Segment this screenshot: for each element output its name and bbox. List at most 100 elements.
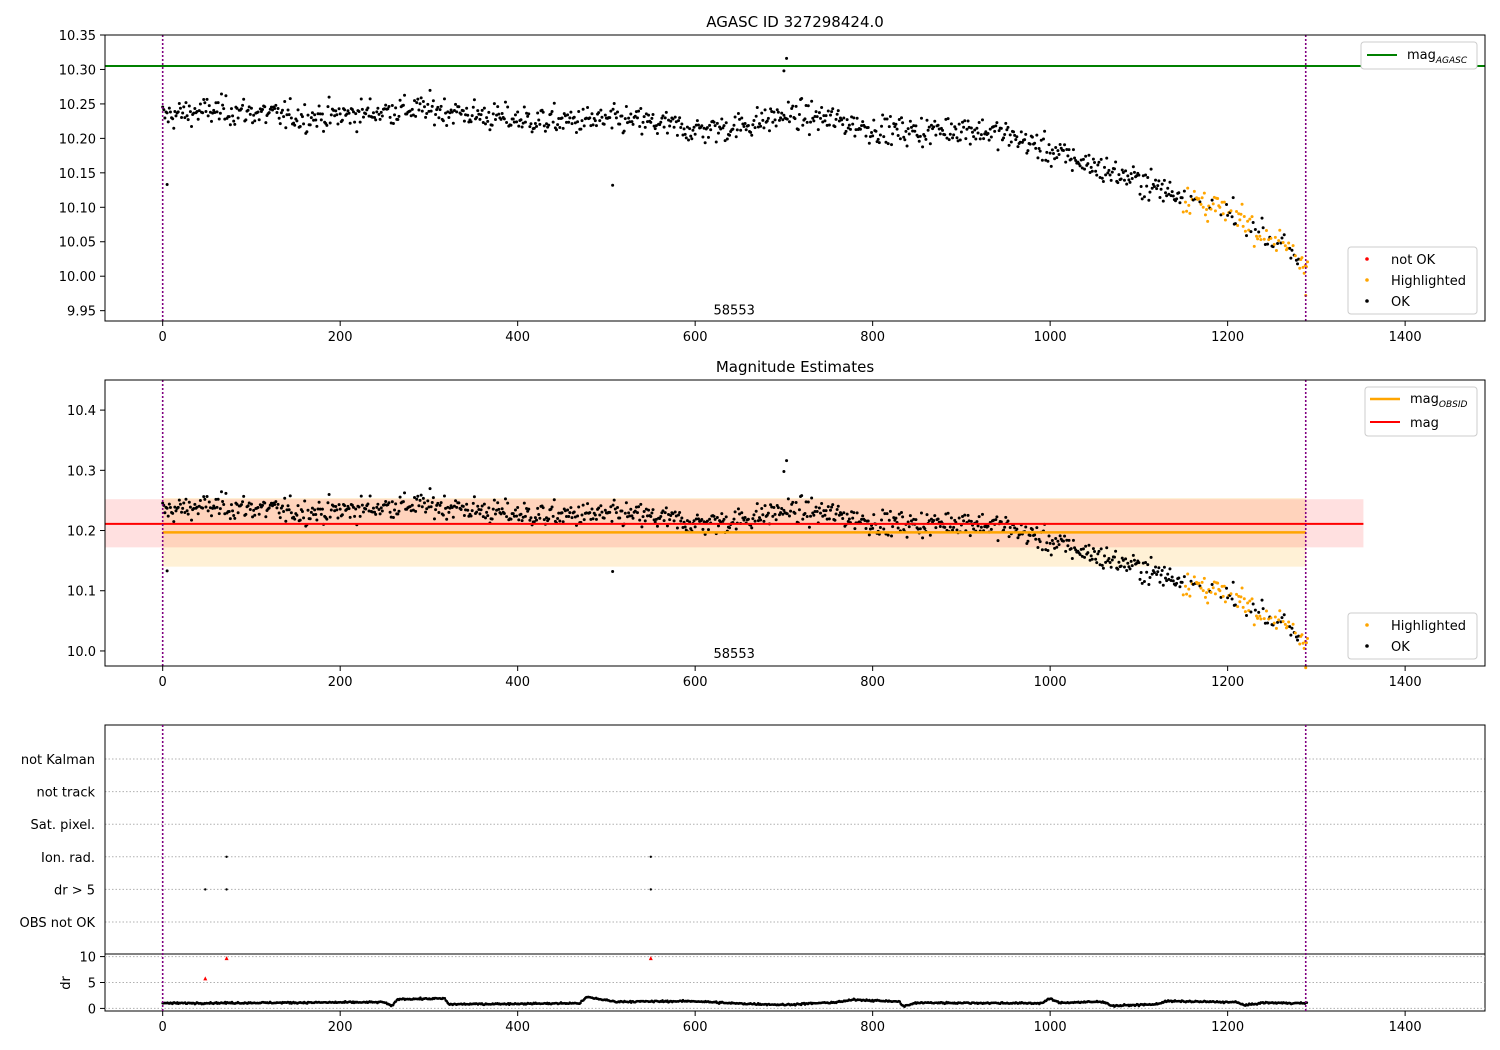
ok-point <box>891 132 895 136</box>
highlighted-point <box>1220 200 1224 204</box>
ok-point <box>376 502 380 506</box>
panel3-xtick-label: 600 <box>683 1020 708 1035</box>
ok-point <box>752 513 756 517</box>
ok-point <box>378 512 382 516</box>
ok-point <box>471 105 475 109</box>
ok-point <box>1253 608 1257 612</box>
ok-point <box>782 113 786 117</box>
ok-point <box>1048 541 1052 545</box>
ok-point <box>224 94 228 98</box>
ok-point <box>1149 167 1153 171</box>
ok-point <box>871 134 875 138</box>
ok-point <box>1037 537 1041 541</box>
ok-point <box>841 516 845 520</box>
ok-point <box>253 119 257 123</box>
ok-point <box>203 101 207 105</box>
ok-point <box>1103 554 1107 558</box>
ok-point <box>375 505 379 509</box>
ok-point <box>445 517 449 521</box>
panel3-xtick-label: 400 <box>505 1020 530 1035</box>
ok-point <box>827 123 831 127</box>
ok-point <box>987 138 991 142</box>
ok-point <box>203 497 207 501</box>
ok-point <box>827 517 831 521</box>
ok-point <box>618 122 622 126</box>
ok-point <box>896 526 900 530</box>
ok-point <box>242 494 246 498</box>
highlighted-point <box>1278 609 1282 613</box>
ok-point <box>337 503 341 507</box>
ok-point <box>906 520 910 524</box>
ok-point <box>1260 216 1264 220</box>
ok-point <box>502 117 506 121</box>
ok-point <box>989 135 993 139</box>
ok-point <box>622 129 626 133</box>
ok-point <box>790 107 794 111</box>
ok-point <box>691 128 695 132</box>
ok-point <box>411 113 415 117</box>
ok-point <box>893 125 897 129</box>
ok-point <box>835 112 839 116</box>
ok-point <box>888 114 892 118</box>
ok-point <box>1290 248 1294 252</box>
ok-point <box>1166 186 1170 190</box>
ok-point <box>168 505 172 509</box>
ok-point <box>1025 151 1029 155</box>
ok-point <box>246 108 250 112</box>
ok-point <box>487 506 491 510</box>
highlighted-point <box>1203 595 1207 599</box>
ok-point <box>906 127 910 131</box>
ok-point <box>509 123 513 127</box>
ok-point <box>952 525 956 529</box>
ok-point <box>846 519 850 523</box>
ok-point <box>1159 573 1163 577</box>
highlighted-point <box>1301 265 1305 269</box>
ok-point <box>955 528 959 532</box>
ok-point <box>744 128 748 132</box>
ok-point <box>785 512 789 516</box>
ok-point <box>593 513 597 517</box>
ok-point <box>257 512 261 516</box>
ok-point <box>1119 177 1123 181</box>
ok-point <box>224 491 228 495</box>
ok-point <box>870 130 874 134</box>
ok-point <box>577 505 581 509</box>
ok-point <box>715 515 719 519</box>
ok-point <box>938 525 942 529</box>
ok-point <box>1140 197 1144 201</box>
ok-point <box>1175 197 1179 201</box>
ok-point <box>623 117 627 121</box>
ok-point <box>178 106 182 110</box>
panel1-xtick-label: 600 <box>683 330 708 345</box>
ok-point <box>766 116 770 120</box>
highlighted-point <box>1258 234 1262 238</box>
ok-point <box>1257 610 1261 614</box>
ok-point <box>212 108 216 112</box>
ok-point <box>846 126 850 130</box>
ok-point <box>677 119 681 123</box>
ok-point <box>673 115 677 119</box>
ok-point <box>1244 614 1248 618</box>
ok-point <box>1023 138 1027 142</box>
ok-point <box>545 122 549 126</box>
ok-point <box>610 126 614 130</box>
ok-point <box>1233 603 1237 607</box>
ok-point <box>903 138 907 142</box>
highlighted-point <box>1236 223 1240 227</box>
ok-point <box>712 120 716 124</box>
ok-point <box>975 520 979 524</box>
ok-point <box>1148 576 1152 580</box>
ok-point <box>805 515 809 519</box>
ok-point <box>1138 192 1142 196</box>
ok-point <box>1158 580 1162 584</box>
ok-point <box>1050 148 1054 152</box>
ok-point <box>740 511 744 515</box>
ok-point <box>612 498 616 502</box>
ok-point <box>389 515 393 519</box>
ok-point <box>899 511 903 515</box>
ok-point <box>186 118 190 122</box>
legend-mag: mag <box>1410 416 1439 431</box>
ok-point <box>528 125 532 129</box>
ok-point <box>477 112 481 116</box>
flag-row-label: Sat. pixel. <box>31 818 95 833</box>
